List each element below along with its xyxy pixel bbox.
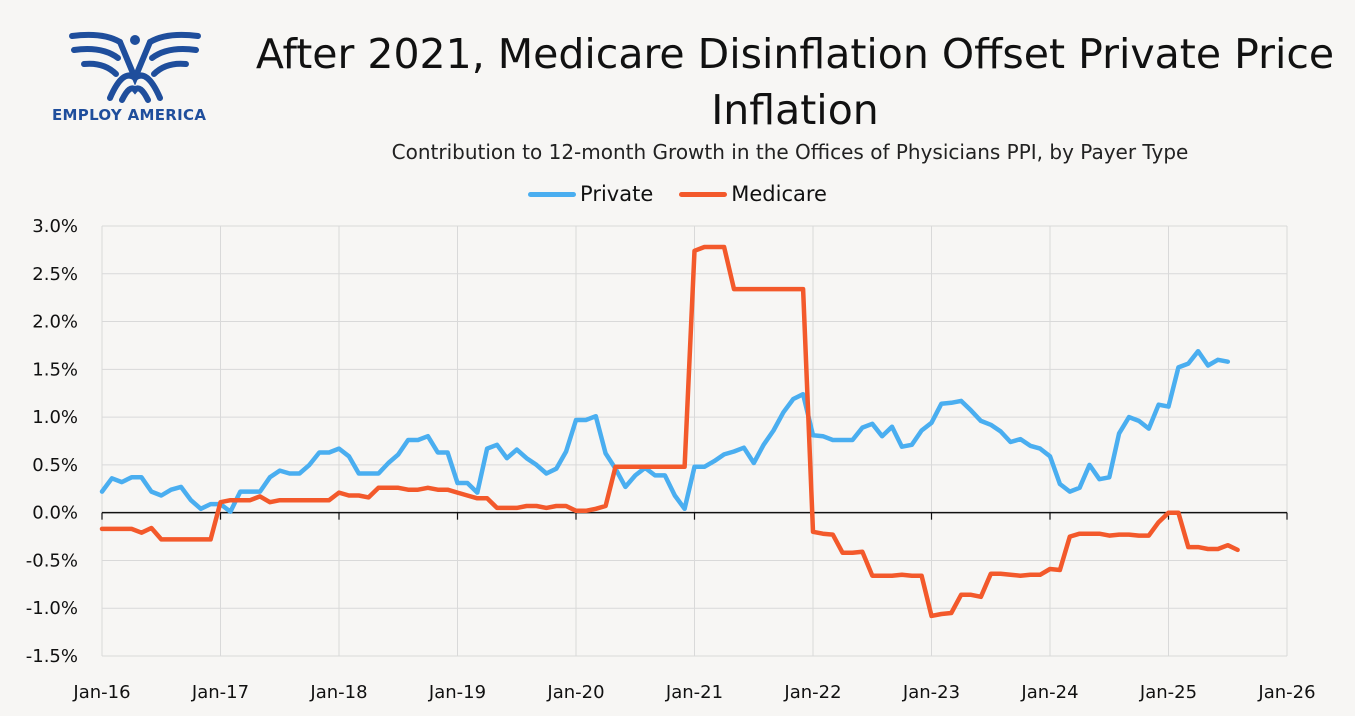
y-tick-label: 3.0% [32,216,78,237]
x-tick-label: Jan-25 [1139,682,1197,703]
series-line-private [99,348,1231,514]
series-lines [99,244,1240,619]
legend-label-medicare: Medicare [731,182,827,206]
legend-swatch-private [528,191,577,197]
series-line-medicare [99,244,1240,619]
y-tick-label: 0.0% [32,503,78,524]
y-tick-label: 1.0% [32,407,78,428]
y-tick-label: 0.5% [32,455,78,476]
y-tick-label: -1.5% [26,646,78,667]
y-axis-ticks: 3.0% 2.5% 2.0% 1.5% 1.0% 0.5% 0.0% -0.5% -1.0% -1… [26,216,78,667]
logo-text: EMPLOY AMERICA [52,106,207,124]
chart-subtitle: Contribution to 12-month Growth in the O… [391,140,1189,164]
x-tick-label: Jan-23 [902,682,960,703]
employ-america-logo [69,31,201,103]
x-tick-label: Jan-17 [191,682,249,703]
y-tick-label: 2.5% [32,264,78,285]
x-tick-label: Jan-22 [783,682,841,703]
legend-item-private: Private [528,180,653,208]
y-tick-label: -1.0% [26,598,78,619]
x-axis-ticks: Jan-16 Jan-17 Jan-18 Jan-19 Jan-20 Jan-21 Jan-… [72,682,1315,703]
x-tick-label: Jan-24 [1020,682,1078,703]
legend-item-medicare: Medicare [679,180,827,208]
y-tick-label: 2.0% [32,312,78,333]
chart-legend: Private Medicare [0,180,1355,208]
x-tick-label: Jan-19 [428,682,486,703]
legend-label-private: Private [580,182,654,206]
x-tick-label: Jan-26 [1257,682,1315,703]
y-tick-label: 1.5% [32,359,78,380]
x-tick-label: Jan-16 [72,682,130,703]
x-tick-label: Jan-21 [665,682,723,703]
x-tick-label: Jan-18 [309,682,367,703]
y-tick-label: -0.5% [26,550,78,571]
line-chart: 3.0% 2.5% 2.0% 1.5% 1.0% 0.5% 0.0% -0.5% -1.0% -1… [26,216,1316,703]
legend-swatch-medicare [679,191,728,197]
chart-title: After 2021, Medicare Disinflation Offset… [255,30,1335,134]
x-tick-label: Jan-20 [546,682,604,703]
